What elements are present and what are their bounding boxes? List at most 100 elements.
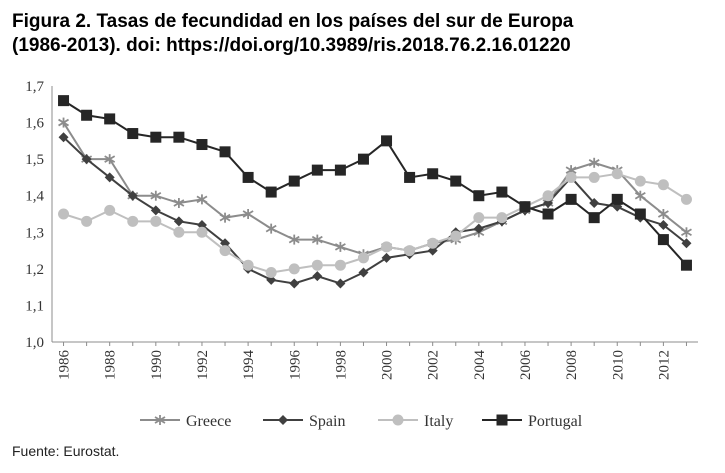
portugal-data-point (473, 190, 485, 202)
greece-data-point (219, 212, 231, 223)
italy-data-point (150, 215, 162, 227)
italy-data-point (496, 212, 508, 224)
italy-data-point (473, 212, 485, 224)
greece-legend-label: Greece (186, 413, 231, 430)
portugal-data-point (611, 193, 623, 205)
spain-legend-label: Spain (309, 413, 345, 430)
greece-data-point (265, 223, 277, 234)
spain-data-point (289, 278, 300, 289)
y-tick-label: 1,4 (25, 189, 44, 205)
greece-data-point (104, 154, 116, 165)
portugal-legend-marker (496, 414, 508, 426)
spain-data-point (658, 219, 669, 230)
portugal-data-point (357, 153, 369, 165)
y-tick-label: 1,6 (25, 116, 44, 132)
italy-data-point (104, 204, 116, 216)
italy-data-point (127, 215, 139, 227)
portugal-data-point (404, 171, 416, 183)
italy-data-point (334, 259, 346, 271)
portugal-data-point (242, 171, 254, 183)
italy-data-point (381, 241, 393, 253)
figure-title-line-1: Figura 2. Tasas de fecundidad en los paí… (12, 11, 574, 32)
spain-data-point (358, 267, 369, 278)
y-tick-label: 1,1 (25, 298, 44, 314)
italy-legend-label: Italy (424, 413, 453, 430)
y-tick-label: 1,2 (25, 262, 44, 278)
italy-data-point (588, 171, 600, 183)
x-tick-label: 1998 (333, 350, 349, 380)
spain-data-point (589, 198, 600, 209)
spain-data-point (173, 216, 184, 227)
portugal-data-point (680, 259, 692, 271)
x-tick-label: 2006 (518, 350, 534, 381)
greece-data-point (311, 234, 323, 245)
x-tick-label: 2010 (610, 350, 626, 380)
italy-data-point (311, 259, 323, 271)
x-tick-label: 1996 (287, 350, 303, 381)
spain-data-point (381, 252, 392, 263)
portugal-data-point (588, 212, 600, 224)
portugal-data-point (542, 208, 554, 220)
y-tick-label: 1,3 (25, 225, 44, 241)
greece-data-point (58, 117, 69, 128)
portugal-data-point (288, 175, 300, 187)
portugal-data-point (634, 208, 646, 220)
italy-data-point (288, 263, 300, 275)
portugal-series-line (63, 99, 688, 266)
italy-data-point (657, 179, 669, 191)
italy-data-point (634, 175, 646, 187)
spain-data-point (681, 238, 692, 249)
x-tick-label: 1986 (57, 350, 73, 381)
spain-data-point (473, 223, 484, 234)
italy-data-point (565, 171, 577, 183)
greece-legend-marker (154, 415, 166, 425)
greece-data-point (196, 194, 208, 205)
spain-data-point (335, 278, 346, 289)
italy-series-line (63, 172, 687, 274)
italy-data-point (680, 193, 692, 205)
source-note: Fuente: Eurostat. (12, 443, 120, 459)
portugal-data-point (519, 201, 531, 213)
italy-data-point (404, 245, 416, 257)
italy-data-point (542, 190, 554, 202)
portugal-data-point (657, 234, 669, 246)
spain-series-line (62, 136, 688, 285)
x-tick-label: 2000 (380, 350, 396, 380)
portugal-data-point (334, 164, 346, 176)
x-tick-label: 2008 (564, 350, 580, 380)
spain-data-point (58, 132, 69, 143)
italy-data-point (265, 267, 277, 279)
portugal-data-point (427, 168, 439, 180)
portugal-data-point (81, 109, 93, 121)
spain-legend-marker (278, 415, 288, 425)
italy-data-point (81, 215, 93, 227)
italy-data-point (219, 245, 231, 257)
greece-data-point (634, 190, 646, 201)
italy-data-point (196, 226, 208, 238)
x-tick-label: 2004 (472, 350, 488, 381)
x-tick-label: 1990 (149, 350, 165, 380)
spain-data-point (150, 205, 161, 216)
portugal-data-point (565, 193, 577, 205)
portugal-legend-label: Portugal (528, 413, 583, 430)
greece-data-point (681, 227, 692, 238)
spain-data-point (127, 190, 138, 201)
portugal-data-point (104, 113, 116, 125)
x-tick-label: 2002 (426, 350, 442, 380)
italy-data-point (58, 208, 70, 220)
italy-data-point (611, 168, 623, 180)
portugal-data-point (127, 128, 139, 140)
greece-data-point (242, 209, 254, 219)
italy-legend-marker (392, 414, 404, 426)
italy-data-point (357, 252, 369, 264)
italy-data-point (427, 237, 439, 249)
portugal-data-point (311, 164, 323, 176)
italy-data-point (242, 259, 254, 271)
portugal-data-point (450, 175, 462, 187)
portugal-data-point (173, 131, 185, 143)
portugal-data-point (58, 95, 70, 107)
italy-data-point (173, 226, 185, 238)
figure-title: Figura 2. Tasas de fecundidad en los paí… (12, 10, 712, 58)
greece-data-point (288, 234, 300, 245)
